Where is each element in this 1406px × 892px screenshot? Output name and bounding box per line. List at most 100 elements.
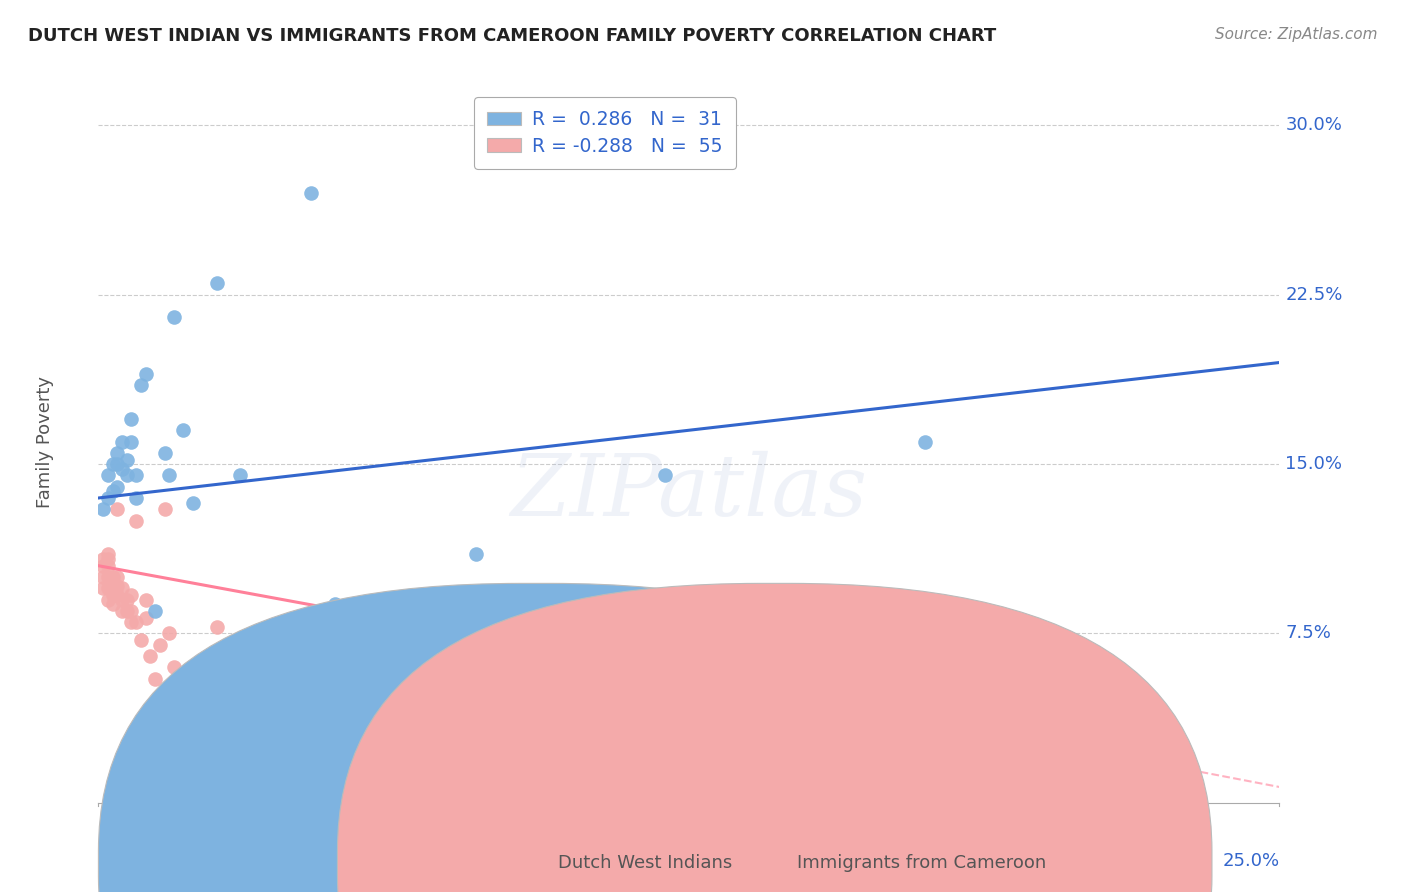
Text: Dutch West Indians: Dutch West Indians [558,855,733,872]
Point [465,642,488,657]
Point [191,750,214,764]
Point [111,582,134,596]
Text: Immigrants from Cameroon: Immigrants from Cameroon [797,855,1046,872]
Point [121,615,143,630]
Point [111,604,134,618]
Point [97,491,120,505]
Point [115,604,138,618]
Point [91,570,114,584]
Point [163,310,186,325]
Point [91,558,114,573]
Point [97,548,120,562]
Point [129,378,152,392]
Point [105,480,128,494]
Point [121,434,143,449]
Point [172,682,194,697]
Point [153,502,176,516]
Point [105,457,128,471]
Point [219,660,242,674]
Point [163,660,186,674]
Point [276,682,298,697]
Text: Source: ZipAtlas.com: Source: ZipAtlas.com [1215,27,1378,42]
Point [253,638,276,652]
Point [111,434,134,449]
Point [101,484,124,499]
FancyBboxPatch shape [337,583,1212,892]
Point [115,468,138,483]
Point [101,457,124,471]
Point [239,648,262,663]
Point [97,552,120,566]
Text: DUTCH WEST INDIAN VS IMMIGRANTS FROM CAMEROON FAMILY POVERTY CORRELATION CHART: DUTCH WEST INDIAN VS IMMIGRANTS FROM CAM… [28,27,997,45]
Point [181,660,204,674]
Point [91,552,114,566]
Point [371,706,394,720]
Point [97,592,120,607]
Point [844,739,866,754]
Point [91,502,114,516]
Point [97,468,120,483]
Point [111,592,134,607]
Point [205,620,228,634]
Point [101,579,124,593]
Point [323,687,346,701]
Point [125,514,148,528]
Text: Family Poverty: Family Poverty [37,376,55,508]
Point [121,604,143,618]
Point [654,468,676,483]
Point [229,672,252,686]
Legend: R =  0.286   N =  31, R = -0.288   N =  55: R = 0.286 N = 31, R = -0.288 N = 55 [474,97,735,169]
Text: 30.0%: 30.0% [1285,117,1343,135]
Point [105,446,128,460]
Point [143,604,166,618]
Point [135,367,157,381]
Point [115,592,138,607]
Point [101,588,124,602]
FancyBboxPatch shape [98,583,973,892]
Text: ZIPatlas: ZIPatlas [510,450,868,533]
Point [267,672,290,686]
Point [125,491,148,505]
Point [101,574,124,589]
Point [654,716,676,731]
Point [172,423,194,437]
Point [157,626,180,640]
Point [143,672,166,686]
Text: 15.0%: 15.0% [1285,455,1343,473]
Point [181,495,204,509]
Point [111,461,134,475]
Point [299,186,322,201]
Point [105,588,128,602]
Point [101,570,124,584]
Point [105,579,128,593]
Point [115,452,138,467]
Point [157,468,180,483]
Point [97,558,120,573]
Point [153,446,176,460]
Point [229,468,252,483]
Point [105,502,128,516]
Point [97,582,120,596]
Point [125,615,148,630]
Point [465,548,488,562]
Point [121,412,143,426]
Point [125,468,148,483]
Point [299,694,322,708]
Point [205,277,228,291]
Point [139,648,162,663]
Point [121,588,143,602]
Point [129,633,152,648]
Text: 22.5%: 22.5% [1285,285,1343,304]
Point [97,570,120,584]
Text: 0.0%: 0.0% [98,853,143,871]
Point [748,728,770,742]
Text: 7.5%: 7.5% [1285,624,1331,642]
Text: 25.0%: 25.0% [1222,853,1279,871]
Point [105,570,128,584]
Point [135,592,157,607]
Point [101,597,124,611]
Point [149,638,172,652]
Point [914,434,936,449]
Point [323,597,346,611]
Point [91,582,114,596]
